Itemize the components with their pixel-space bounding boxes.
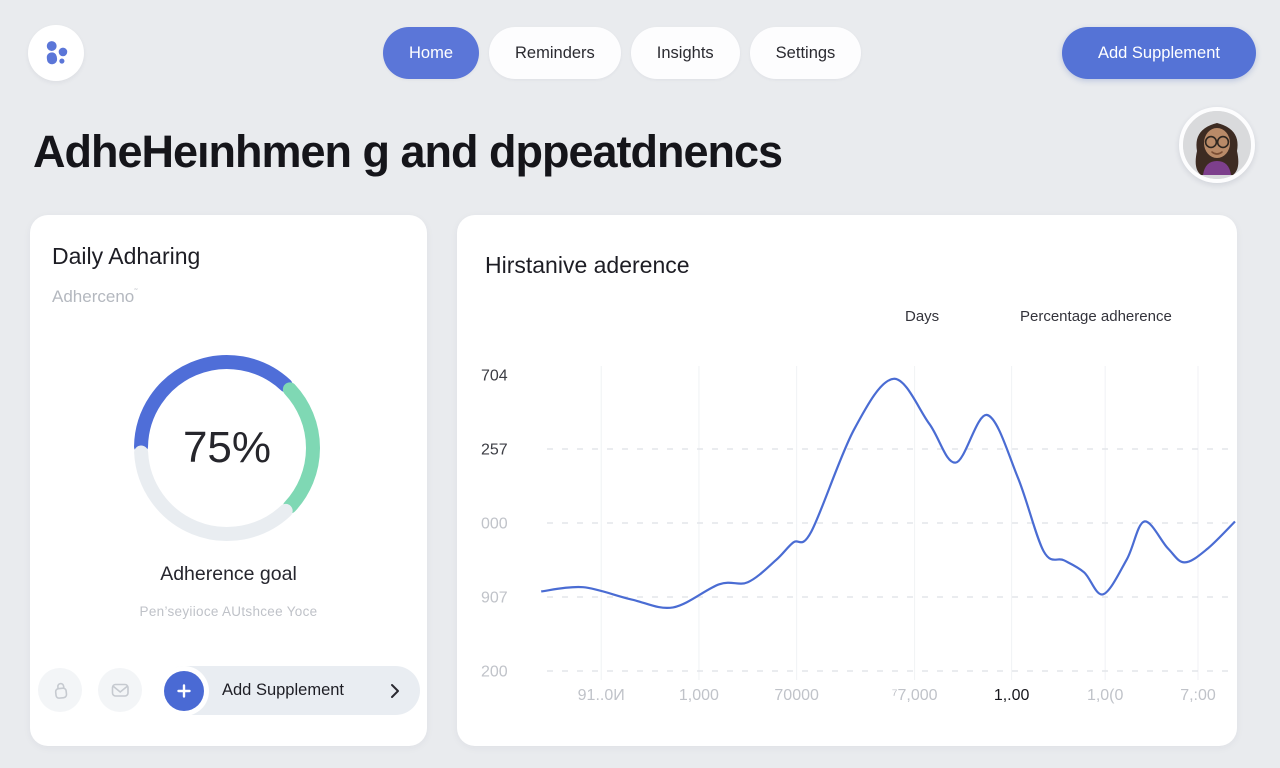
svg-text:1,.00: 1,.00: [994, 687, 1030, 704]
adherence-goal-label: Adherence goal: [160, 563, 297, 585]
card-subtitle: Adherceno˜: [52, 287, 138, 306]
svg-text:257: 257: [481, 442, 508, 459]
svg-text:704: 704: [481, 368, 508, 385]
mail-icon: [111, 683, 129, 697]
app-logo[interactable]: [28, 25, 84, 81]
chart-line: [541, 377, 1236, 610]
main-nav: Home Reminders Insights Settings: [383, 27, 862, 79]
svg-text:70000: 70000: [774, 687, 819, 704]
svg-text:000: 000: [481, 516, 508, 533]
daily-adherence-card: Daily Adharing Adherceno˜ 75% Adherence …: [30, 215, 427, 746]
adherence-percentage: 75%: [182, 423, 272, 472]
add-supplement-button[interactable]: Add Supplement: [1062, 27, 1256, 79]
legend-percentage-adherence: Percentage adherence: [1020, 308, 1172, 325]
chevron-right-icon: [390, 683, 400, 699]
card-title: Daily Adharing: [52, 243, 201, 269]
adherence-donut-chart: 75%: [127, 348, 327, 548]
card-add-supplement-label: Add Supplement: [222, 681, 345, 699]
avatar[interactable]: [1179, 107, 1255, 183]
nav-tab-insights[interactable]: Insights: [630, 27, 740, 79]
plus-icon: [159, 665, 209, 716]
nav-tab-home[interactable]: Home: [383, 27, 480, 79]
page-title: AdheHeınhmen g and dppeatdnencs: [33, 126, 783, 177]
card-add-supplement-button[interactable]: Add Supplement: [159, 665, 420, 716]
svg-text:1,0(0: 1,0(0: [1087, 687, 1124, 704]
nav-tab-reminders[interactable]: Reminders: [489, 27, 621, 79]
nav-tab-settings[interactable]: Settings: [749, 27, 862, 79]
mail-button[interactable]: [98, 668, 142, 712]
lock-icon: [54, 682, 68, 699]
adherence-goal-caption: Pen’seyiioce AUtshcee Yoce: [139, 604, 318, 619]
avatar-image: [1183, 111, 1251, 179]
historical-adherence-card: Hirstanive aderence Days Percentage adhe…: [457, 215, 1237, 746]
svg-text:200: 200: [481, 664, 508, 681]
svg-text:7,:00: 7,:00: [1180, 687, 1216, 704]
svg-text:⁷7,000: ⁷7,000: [892, 687, 938, 704]
donut-segment-primary: [134, 355, 293, 454]
donut-segment-secondary: [282, 382, 320, 514]
legend-days: Days: [905, 308, 940, 325]
lock-button[interactable]: [38, 668, 82, 712]
svg-text:91..0И: 91..0И: [578, 687, 625, 704]
donut-segment-track: [134, 445, 293, 541]
logo-icon: [46, 41, 68, 65]
svg-text:907: 907: [481, 590, 508, 607]
chart-title: Hirstanive aderence: [485, 252, 690, 278]
svg-text:1,000: 1,000: [679, 687, 719, 704]
adherence-line-chart: 91..0И 1,000 70000 ⁷7,000 1,.00 1,0(0 7,:00 704…: [477, 348, 1237, 713]
